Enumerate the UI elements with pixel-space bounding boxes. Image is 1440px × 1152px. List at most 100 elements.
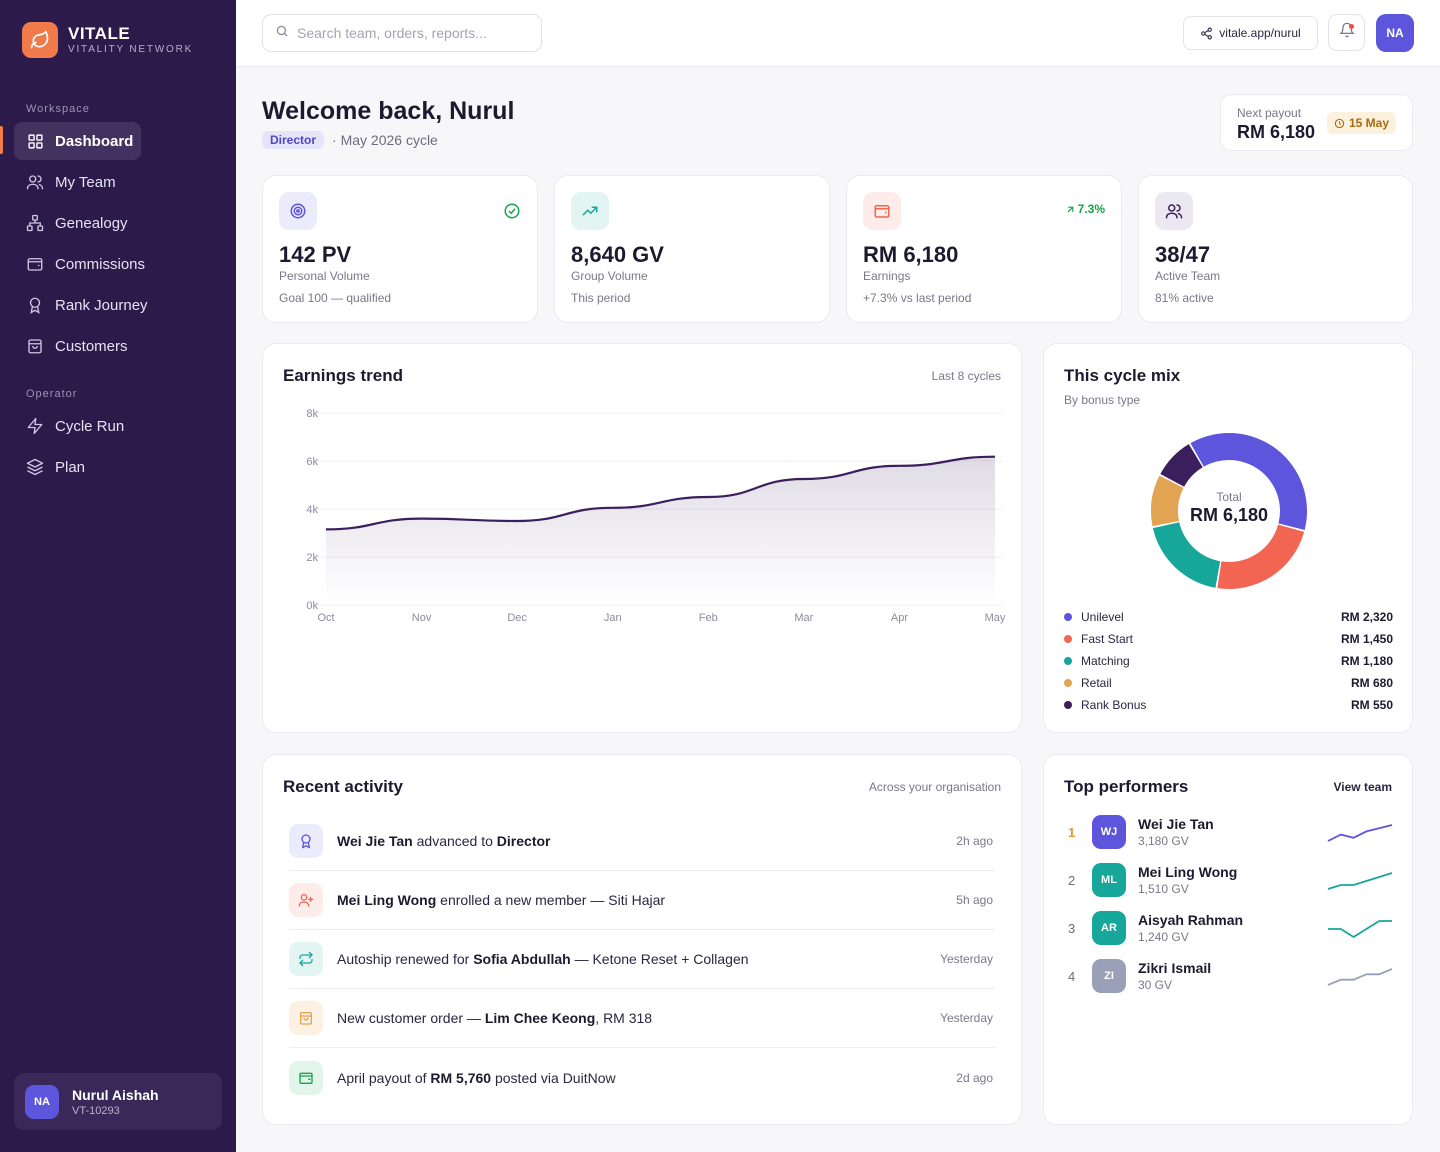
legend-item: Retail RM 680 [1064,674,1393,692]
user-profile-card[interactable]: NA Nurul Aishah VT-10293 [14,1073,222,1130]
stat-note: +7.3% vs last period [863,291,972,305]
target-icon [279,192,317,230]
leaf-logo-icon [22,22,58,58]
performer-row[interactable]: 4 ZI Zikri Ismail 30 GV [1064,956,1394,996]
award-icon [26,296,44,314]
x-tick-label: Nov [412,612,432,624]
activity-item[interactable]: New customer order — Lim Chee Keong, RM … [289,989,995,1048]
next-payout-card: Next payout RM 6,180 15 May [1220,94,1413,151]
card-title: This cycle mix [1064,366,1181,385]
repeat-icon [289,942,323,976]
bell-icon [1338,22,1355,43]
performer-row[interactable]: 2 ML Mei Ling Wong 1,510 GV [1064,860,1394,900]
sidebar-item-label: Rank Journey [55,296,148,314]
layers-icon [26,458,44,476]
legend-item: Unilevel RM 2,320 [1064,608,1393,626]
sidebar-item-my-team[interactable]: My Team [14,163,214,201]
donut-slice-retail [1151,475,1184,527]
stat-note: 81% active [1155,291,1214,305]
activity-text-part: enrolled a new member — Siti Hajar [436,892,666,908]
wallet-icon [289,1060,323,1095]
activity-text-part: Autoship renewed for [337,951,474,967]
x-tick-label: Dec [507,612,527,624]
activity-text-part: New customer order — [337,1010,485,1026]
sidebar-item-label: My Team [55,173,116,191]
top-performers-card: Top performers View team 1 WJ Wei Jie Tan 3… [1043,754,1413,1125]
activity-item[interactable]: Mei Ling Wong enrolled a new member — Si… [289,871,995,930]
activity-text-part: — Ketone Reset + Collagen [570,951,749,967]
x-tick-label: Oct [317,612,334,624]
sparkline-path [1327,968,1393,986]
stat-label: Active Team [1155,269,1221,283]
user-plus-icon [289,883,323,917]
share-link-button[interactable]: vitale.app/nurul [1183,16,1318,50]
activity-item[interactable]: Autoship renewed for Sofia Abdullah — Ke… [289,930,995,989]
y-tick-label: 6k [306,456,318,468]
performer-gv: 30 GV [1138,978,1173,992]
notifications-button[interactable] [1328,14,1365,51]
search-box[interactable] [262,14,542,52]
legend-label: Rank Bonus [1081,698,1147,712]
sidebar-item-customers[interactable]: Customers [14,327,214,365]
sparkline-path [1327,872,1393,890]
legend-label: Matching [1081,654,1130,668]
search-input[interactable] [297,25,527,41]
stat-label: Earnings [863,269,911,283]
legend-label: Fast Start [1081,632,1134,646]
legend-swatch [1064,613,1072,621]
user-name: Nurul Aishah [72,1086,159,1103]
share-link-label: vitale.app/nurul [1219,26,1301,40]
performer-row[interactable]: 1 WJ Wei Jie Tan 3,180 GV [1064,812,1394,852]
performer-info: Wei Jie Tan 3,180 GV [1138,816,1214,848]
payout-label: Next payout [1237,106,1302,120]
sparkline-path [1327,824,1393,842]
stat-value: RM 6,180 [863,242,959,267]
donut-slice-rank-bonus [1160,444,1203,487]
sidebar-item-rank-journey[interactable]: Rank Journey [14,286,214,324]
view-team-link[interactable]: View team [1333,780,1392,794]
sidebar-item-genealogy[interactable]: Genealogy [14,204,214,242]
hierarchy-icon [26,214,44,232]
bag-icon [26,337,44,355]
sidebar-item-label: Cycle Run [55,417,125,435]
sidebar-item-plan[interactable]: Plan [14,448,214,486]
donut-slice-fast-start [1217,524,1305,589]
legend-swatch [1064,657,1072,665]
stat-card-group-volume: 8,640 GV Group Volume This period [554,175,830,323]
card-meta: Across your organisation [868,780,1001,794]
legend-swatch [1064,679,1072,687]
performer-gv: 3,180 GV [1138,834,1189,848]
performer-rank: 2 [1068,872,1076,888]
brand[interactable]: VITALE VITALITY NETWORK [22,22,193,58]
performer-gv: 1,510 GV [1138,882,1189,896]
card-subtitle: By bonus type [1064,393,1141,407]
activity-subject: Wei Jie Tan [337,833,413,849]
stat-label: Personal Volume [279,269,370,283]
sidebar-item-cycle-run[interactable]: Cycle Run [14,407,214,445]
legend-swatch [1064,635,1072,643]
x-tick-label: May [985,612,1006,624]
sidebar-item-commissions[interactable]: Commissions [14,245,214,283]
performer-gv: 1,240 GV [1138,930,1189,944]
avatar: AR [1092,911,1126,945]
stat-value: 38/47 [1155,242,1211,267]
grid-icon [26,132,44,150]
sidebar-item-dashboard[interactable]: Dashboard [14,122,141,160]
performer-sparkline [1327,872,1393,890]
sidebar-item-label: Dashboard [55,132,134,150]
legend-value: RM 680 [1350,676,1393,690]
earnings-line [325,455,996,531]
growth-indicator: 7.3% [1065,202,1105,216]
x-tick-label: Jan [604,612,622,624]
earnings-trend-card: Earnings trend Last 8 cycles 0k 2k 4k 6k 8k O… [262,343,1022,733]
performer-row[interactable]: 3 AR Aisyah Rahman 1,240 GV [1064,908,1394,948]
activity-subject: RM 5,760 [430,1069,492,1086]
performer-sparkline [1328,920,1392,939]
activity-item[interactable]: Wei Jie Tan advanced to Director 2h ago [289,812,995,871]
activity-item[interactable]: April payout of RM 5,760 posted via Duit… [289,1048,995,1107]
cycle-mix-card: This cycle mix By bonus type Total RM 6,1… [1043,343,1413,733]
donut-slice-matching [1152,522,1221,588]
legend-swatch [1064,701,1072,709]
x-tick-label: Apr [891,612,908,624]
account-avatar[interactable]: NA [1376,14,1414,52]
